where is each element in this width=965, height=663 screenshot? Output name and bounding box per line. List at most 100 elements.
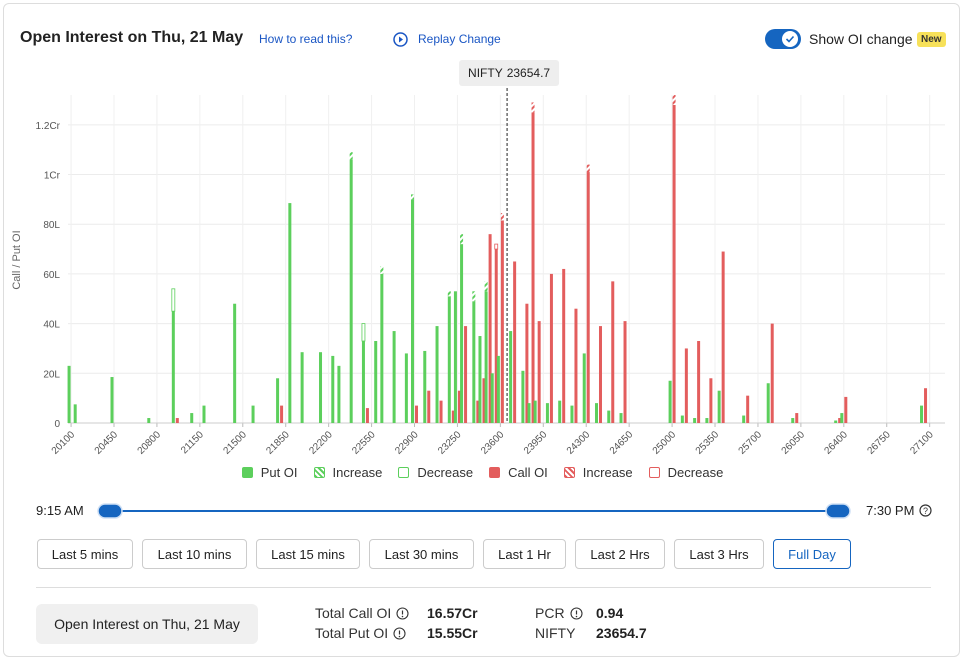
x-tick-label: 25700 bbox=[737, 429, 765, 457]
bar bbox=[742, 415, 746, 423]
legend-label: Call OI bbox=[508, 465, 548, 480]
summary-label: NIFTY bbox=[535, 625, 575, 641]
bar bbox=[365, 408, 369, 423]
x-tick-label: 20800 bbox=[136, 429, 164, 457]
bar bbox=[521, 370, 525, 423]
divider bbox=[36, 587, 931, 588]
play-icon[interactable] bbox=[392, 31, 409, 48]
x-tick-label: 26750 bbox=[865, 429, 893, 457]
bar bbox=[619, 413, 623, 423]
range-button[interactable]: Full Day bbox=[773, 539, 851, 569]
toggle[interactable] bbox=[764, 28, 802, 50]
bar bbox=[838, 418, 842, 423]
bar bbox=[280, 405, 284, 423]
bar bbox=[380, 273, 384, 423]
bar bbox=[411, 194, 415, 200]
info-icon[interactable] bbox=[393, 627, 406, 640]
help-icon[interactable]: ? bbox=[919, 504, 933, 517]
legend-swatch bbox=[648, 467, 660, 478]
slider-start: 9:15 AM bbox=[36, 503, 84, 518]
svg-text:?: ? bbox=[923, 506, 928, 516]
bar bbox=[795, 413, 799, 423]
bar bbox=[478, 336, 482, 423]
bar bbox=[276, 378, 280, 423]
slider-end-text: 7:30 PM bbox=[866, 503, 915, 518]
bar bbox=[404, 353, 408, 423]
summary-button[interactable]: Open Interest on Thu, 21 May bbox=[36, 604, 258, 644]
info-icon[interactable] bbox=[396, 607, 409, 620]
bar bbox=[175, 418, 179, 423]
range-button[interactable]: Last 3 Hrs bbox=[674, 539, 764, 569]
range-button[interactable]: Last 15 mins bbox=[256, 539, 360, 569]
legend-label: Put OI bbox=[260, 465, 298, 480]
bar bbox=[533, 400, 537, 423]
bar bbox=[697, 341, 701, 423]
help-link[interactable]: How to read this? bbox=[259, 32, 353, 46]
bar bbox=[496, 355, 500, 423]
bar bbox=[500, 213, 504, 221]
bar bbox=[171, 288, 176, 312]
bar bbox=[709, 378, 713, 423]
bar bbox=[574, 308, 578, 423]
bar bbox=[482, 378, 486, 423]
y-tick-label: 60L bbox=[43, 270, 60, 281]
legend-item: Increase bbox=[563, 465, 633, 480]
bar bbox=[513, 261, 517, 423]
bar bbox=[349, 159, 353, 423]
x-tick-label: 23950 bbox=[522, 429, 550, 457]
bar bbox=[680, 415, 684, 423]
x-tick-label: 21850 bbox=[264, 429, 292, 457]
bar bbox=[623, 321, 627, 423]
bar bbox=[545, 403, 549, 423]
x-tick-label: 24650 bbox=[608, 429, 636, 457]
bar bbox=[453, 291, 457, 423]
x-tick-label: 25000 bbox=[651, 429, 679, 457]
range-button[interactable]: Last 1 Hr bbox=[483, 539, 566, 569]
spot-value: 23654.7 bbox=[507, 66, 551, 80]
range-button[interactable]: Last 30 mins bbox=[369, 539, 474, 569]
y-tick-label: 0 bbox=[54, 419, 60, 430]
bar bbox=[460, 244, 464, 423]
bar bbox=[349, 152, 353, 160]
bar bbox=[300, 352, 304, 423]
x-tick-label: 21500 bbox=[221, 429, 249, 457]
bar bbox=[380, 266, 384, 274]
bar bbox=[844, 396, 848, 423]
bar bbox=[586, 164, 590, 173]
bar bbox=[611, 281, 615, 423]
bar bbox=[705, 418, 709, 423]
legend-swatch bbox=[489, 467, 501, 478]
bar bbox=[472, 301, 476, 423]
x-tick-label: 22200 bbox=[307, 429, 335, 457]
legend-label: Decrease bbox=[417, 465, 474, 480]
bar bbox=[582, 353, 586, 423]
y-tick-label: 1.2Cr bbox=[36, 121, 61, 132]
legend-item: Call OI bbox=[489, 465, 548, 480]
y-tick-label: 80L bbox=[43, 220, 60, 231]
bar bbox=[233, 303, 237, 423]
range-button[interactable]: Last 2 Hrs bbox=[575, 539, 665, 569]
legend-swatch bbox=[241, 467, 253, 478]
bar bbox=[457, 390, 461, 423]
legend-swatch bbox=[563, 467, 575, 478]
bar bbox=[746, 395, 750, 423]
badge: New bbox=[917, 32, 946, 47]
bar bbox=[494, 249, 498, 423]
bar bbox=[531, 112, 535, 424]
bar bbox=[537, 321, 541, 423]
bar bbox=[717, 390, 721, 423]
bar bbox=[415, 405, 419, 423]
info-icon[interactable] bbox=[570, 607, 583, 620]
range-button[interactable]: Last 10 mins bbox=[142, 539, 247, 569]
card bbox=[3, 3, 960, 657]
range-button[interactable]: Last 5 mins bbox=[37, 539, 133, 569]
summary-label-text: NIFTY bbox=[535, 625, 576, 641]
bar bbox=[423, 350, 427, 423]
chart: Call / Put OI 0 20L 40L 60L 80L 1Cr 1.2Cr 20100… bbox=[11, 60, 945, 457]
bar bbox=[476, 400, 480, 423]
y-tick-label: 40L bbox=[43, 320, 60, 331]
summary-label-text: Total Call OI bbox=[315, 605, 392, 621]
slider[interactable] bbox=[96, 500, 856, 522]
replay-link[interactable]: Replay Change bbox=[418, 32, 501, 46]
bar bbox=[251, 405, 255, 423]
